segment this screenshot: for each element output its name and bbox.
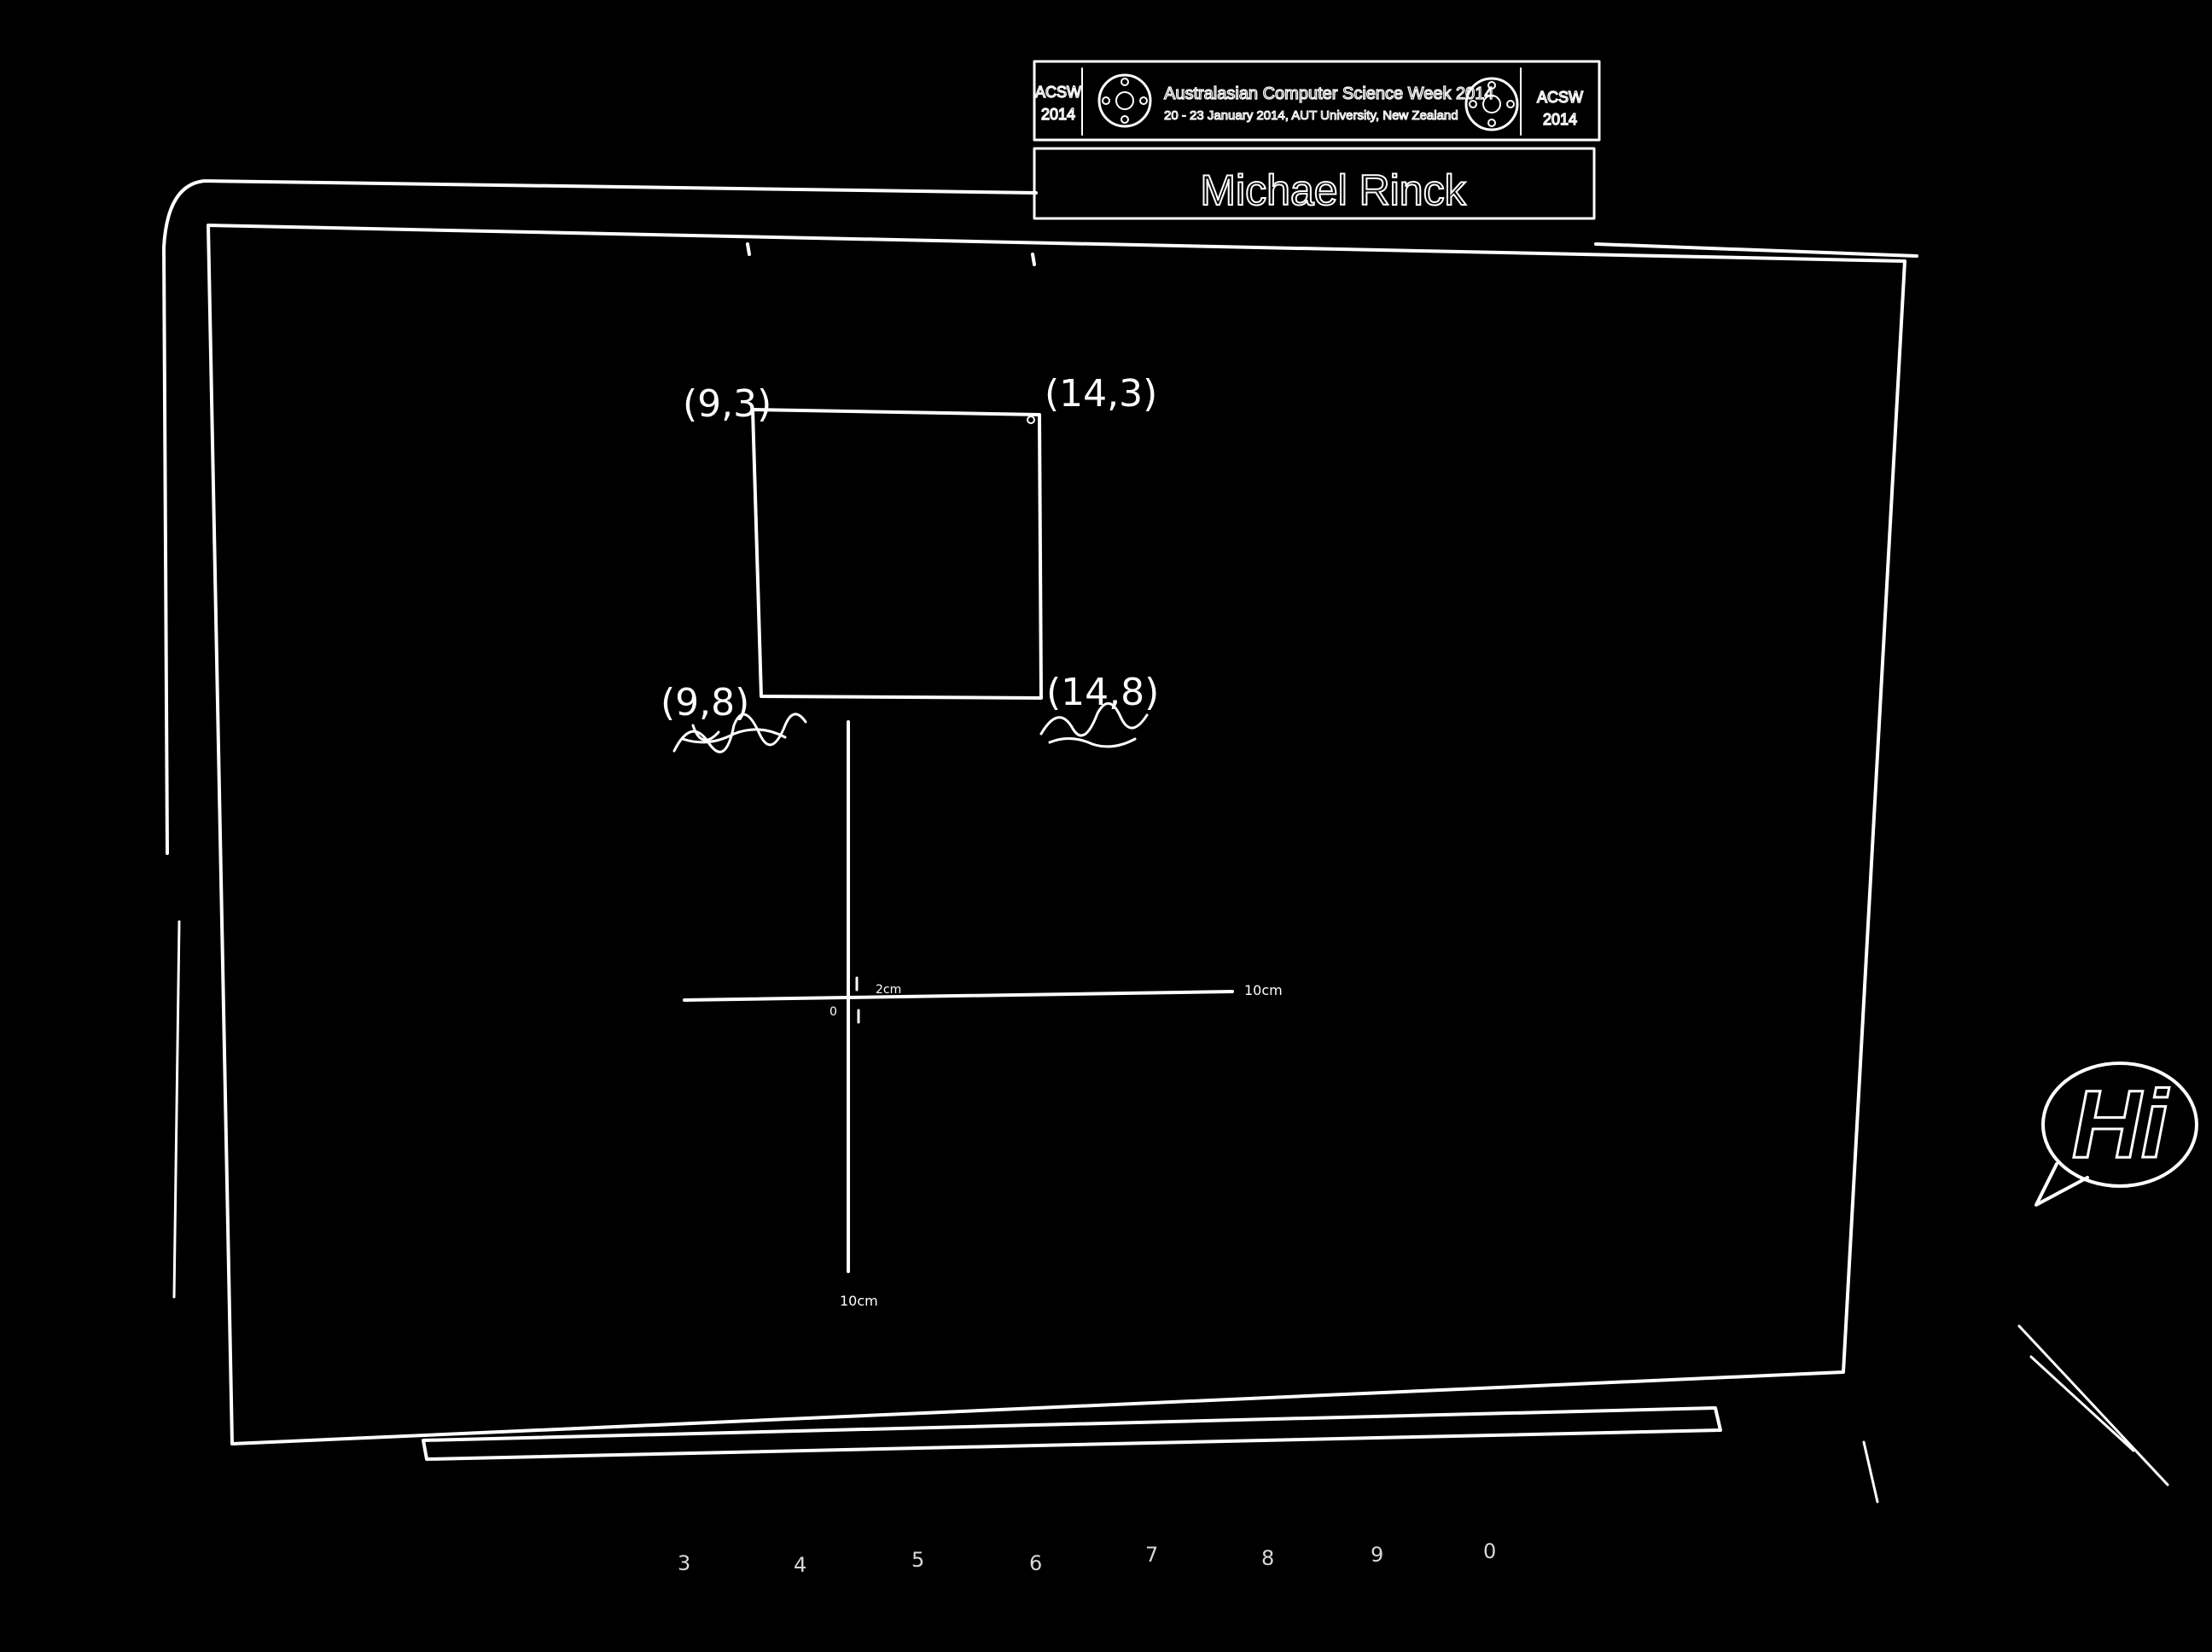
device-outer-edge [162, 179, 1918, 855]
speech-bubble-icon [2041, 1062, 2198, 1188]
badge-header-frame [1033, 60, 1601, 142]
screen-tick [1031, 253, 1036, 266]
acsw-logo-icon [1097, 73, 1152, 128]
keyboard-key: 4 [794, 1553, 806, 1577]
device-left-edge [172, 920, 181, 1299]
keyboard-edge [1862, 1324, 2169, 1504]
hi-sticker: Hi [2034, 1062, 2198, 1207]
badge-right-logo-text: ACSW [1537, 89, 1583, 106]
badge-event-dates: 20 - 23 January 2014, AUT University, Ne… [1164, 108, 1458, 123]
label-bottom-left: (9,8) [661, 681, 749, 724]
keyboard-key: 6 [1029, 1551, 1042, 1575]
keyboard-key: 7 [1145, 1543, 1158, 1567]
origin-label: 0 [830, 1005, 837, 1019]
keyboard-key: 9 [1371, 1543, 1383, 1567]
drawn-rectangle [751, 408, 1043, 700]
scribble [1039, 702, 1149, 748]
badge-name-frame [1033, 147, 1596, 220]
keyboard-key: 5 [911, 1548, 924, 1572]
screen-tick [746, 242, 751, 256]
screen-frame [207, 224, 1906, 1446]
badge-person-name: Michael Rinck [1200, 166, 1466, 214]
sticker-text: Hi [2072, 1071, 2170, 1178]
badge-right-logo-year: 2014 [1543, 111, 1577, 128]
name-badge: ACSW 2014 Australasian Computer Science … [1033, 60, 1601, 220]
badge-left-logo-text: ACSW [1035, 84, 1081, 101]
x-end-label: 10cm [1244, 982, 1283, 998]
y-end-label: 10cm [840, 1293, 878, 1309]
keyboard-number-row: 3 4 5 6 7 8 9 0 [678, 1539, 1496, 1577]
badge-left-logo-year: 2014 [1041, 106, 1075, 123]
acsw-logo-icon [1464, 77, 1519, 131]
x-axis-line [683, 990, 1234, 1002]
badge-event-title: Australasian Computer Science Week 2014 [1164, 84, 1494, 103]
keyboard-key: 3 [678, 1551, 690, 1575]
label-top-left: (9,3) [683, 382, 771, 426]
keyboard-key: 0 [1483, 1539, 1496, 1563]
screen-hinge [422, 1406, 1722, 1461]
label-top-right: (14,3) [1045, 372, 1157, 416]
keyboard-key: 8 [1261, 1546, 1274, 1570]
x-near-label: 2cm [876, 983, 901, 997]
scribble [672, 713, 807, 753]
